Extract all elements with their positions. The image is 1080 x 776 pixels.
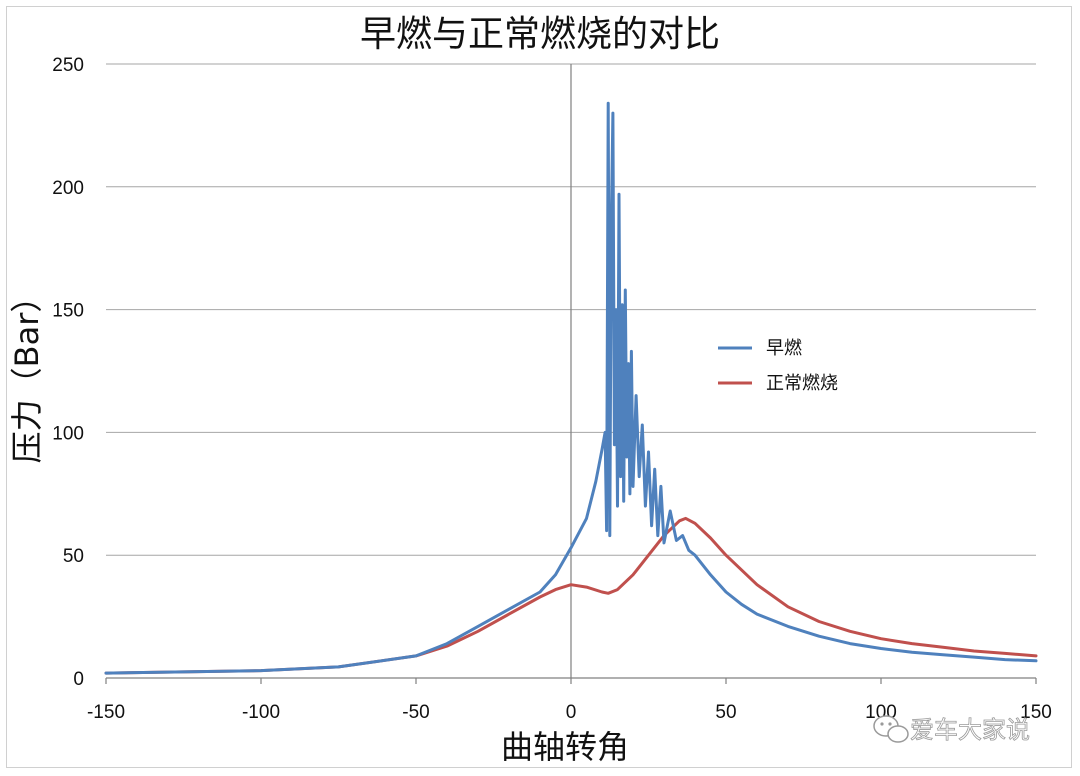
y-tick-label-0: 0 bbox=[73, 669, 84, 690]
y-tick-label-3: 150 bbox=[52, 301, 84, 322]
x-tick-label-6: 150 bbox=[1020, 702, 1052, 723]
x-tick-label-4: 50 bbox=[715, 702, 736, 723]
legend: 早燃 正常燃烧 bbox=[718, 338, 838, 394]
y-tick-label-1: 50 bbox=[63, 546, 84, 567]
series-group bbox=[104, 101, 1038, 675]
x-axis-title: 曲轴转角 bbox=[501, 728, 629, 766]
watermark: 爱车大家说 bbox=[873, 715, 1030, 744]
watermark-text: 爱车大家说 bbox=[910, 716, 1030, 744]
y-axis-title: 压力（Bar） bbox=[8, 281, 46, 464]
legend-label-normal-combustion: 正常燃烧 bbox=[766, 373, 838, 394]
y-tick-label-4: 200 bbox=[52, 178, 84, 199]
x-tick-label-1: -100 bbox=[242, 702, 280, 723]
axes bbox=[105, 64, 1037, 684]
x-tick-label-0: -150 bbox=[87, 702, 125, 723]
y-tick-label-2: 100 bbox=[52, 423, 84, 444]
x-tick-label-2: -50 bbox=[402, 702, 429, 723]
wechat-icon bbox=[873, 715, 909, 743]
y-tick-label-5: 250 bbox=[52, 55, 84, 76]
chart-title: 早燃与正常燃烧的对比 bbox=[360, 14, 720, 55]
x-tick-label-3: 0 bbox=[566, 702, 577, 723]
series-line-early-ignition bbox=[104, 101, 1038, 675]
legend-label-early-ignition: 早燃 bbox=[766, 338, 802, 359]
series-line-normal-combustion bbox=[104, 516, 1038, 675]
